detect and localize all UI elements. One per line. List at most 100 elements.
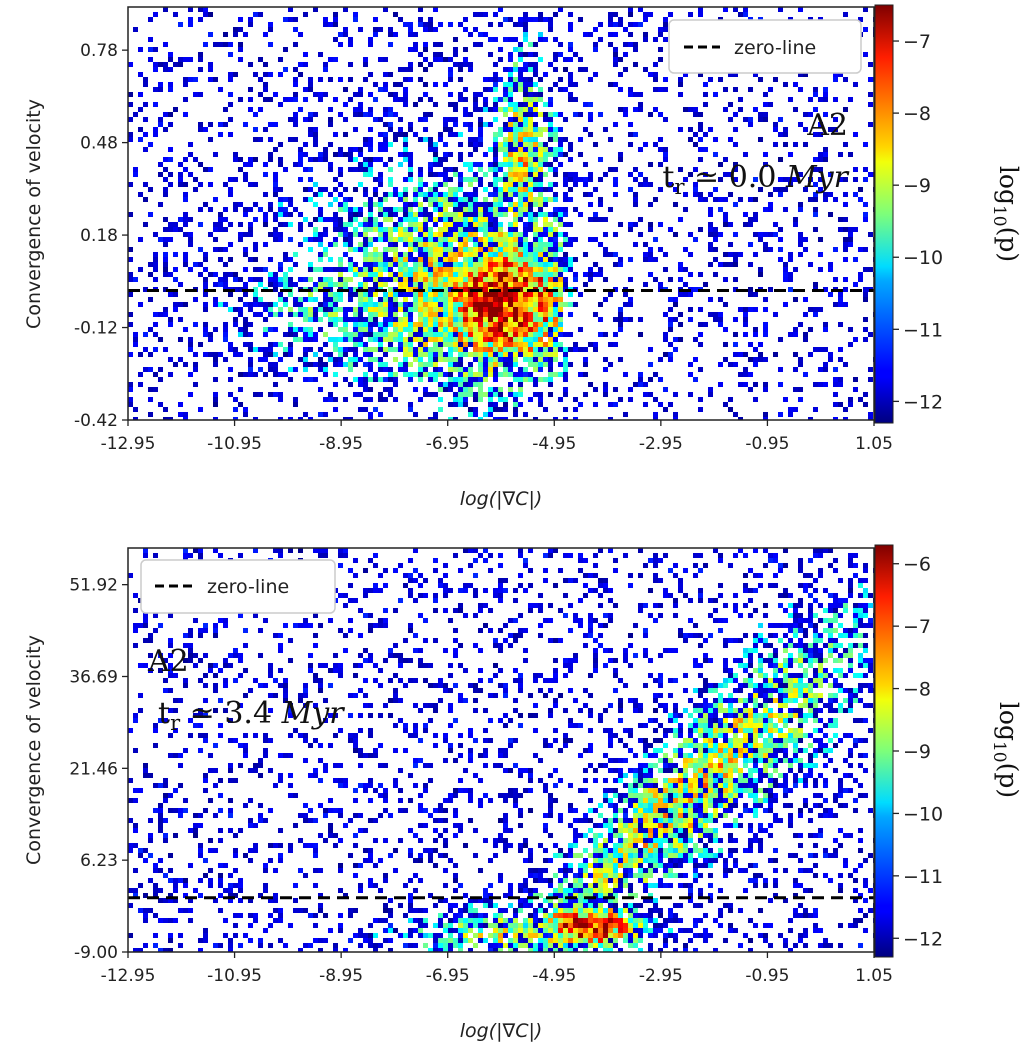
top-heatmap-cell (468, 342, 473, 347)
bot-heatmap-cell (708, 598, 713, 603)
bot-heatmap-cell (493, 593, 498, 598)
top-heatmap-cell (698, 192, 703, 197)
top-heatmap-cell (448, 367, 453, 372)
top-heatmap-cell (473, 42, 478, 47)
top-heatmap-cell (258, 207, 263, 212)
top-heatmap-cell (553, 227, 558, 232)
bot-heatmap-cell (513, 588, 518, 593)
top-heatmap-cell (723, 87, 728, 92)
top-heatmap-cell (848, 152, 853, 157)
bot-heatmap-cell (743, 588, 748, 593)
top-heatmap-cell (303, 377, 308, 382)
top-heatmap-cell (238, 297, 243, 302)
top-heatmap-cell (413, 332, 418, 337)
top-heatmap-cell (238, 352, 243, 357)
top-heatmap-cell (813, 282, 818, 287)
top-heatmap-cell (418, 347, 423, 352)
top-heatmap-cell (558, 42, 563, 47)
top-heatmap-cell (503, 287, 508, 292)
top-heatmap-cell (618, 322, 623, 327)
top-heatmap-cell (513, 47, 518, 52)
top-heatmap-cell (813, 347, 818, 352)
top-heatmap-cell (443, 57, 448, 62)
top-heatmap-cell (558, 7, 563, 12)
top-heatmap-cell (458, 337, 463, 342)
bot-heatmap-cell (498, 553, 503, 558)
top-heatmap-cell (483, 357, 488, 362)
top-heatmap-cell (283, 302, 288, 307)
top-heatmap-cell (483, 317, 488, 322)
top-heatmap-cell (558, 232, 563, 237)
top-heatmap-cell (548, 317, 553, 322)
top-heatmap-cell (523, 202, 528, 207)
top-heatmap-cell (518, 207, 523, 212)
top-heatmap-cell (633, 92, 638, 97)
top-heatmap-cell (223, 107, 228, 112)
top-heatmap-cell (423, 112, 428, 117)
top-heatmap-cell (608, 17, 613, 22)
top-heatmap-cell (428, 292, 433, 297)
top-heatmap-cell (848, 237, 853, 242)
top-heatmap-cell (478, 292, 483, 297)
top-heatmap-cell (468, 392, 473, 397)
top-heatmap-cell (778, 382, 783, 387)
top-heatmap-cell (498, 252, 503, 257)
top-heatmap-cell (578, 212, 583, 217)
top-heatmap-cell (503, 112, 508, 117)
bot-heatmap-cell (798, 648, 803, 653)
bot-heatmap-cell (598, 593, 603, 598)
top-heatmap-cell (833, 392, 838, 397)
top-heatmap-cell (428, 282, 433, 287)
top-heatmap-cell (458, 202, 463, 207)
top-heatmap-cell (548, 302, 553, 307)
top-heatmap-cell (523, 152, 528, 157)
top-heatmap-cell (213, 397, 218, 402)
bot-heatmap-cell (298, 623, 303, 628)
top-heatmap-cell (773, 232, 778, 237)
top-heatmap-cell (638, 147, 643, 152)
top-heatmap-cell (428, 257, 433, 262)
bot-heatmap-cell (443, 648, 448, 653)
top-heatmap-cell (538, 32, 543, 37)
top-heatmap-cell (828, 192, 833, 197)
top-heatmap-cell (363, 317, 368, 322)
top-heatmap-cell (688, 137, 693, 142)
top-heatmap-cell (128, 292, 133, 297)
top-heatmap-cell (518, 17, 523, 22)
top-heatmap-cell (608, 137, 613, 142)
top-heatmap-cell (228, 342, 233, 347)
top-heatmap-cell (568, 157, 573, 162)
top-heatmap-cell (288, 417, 293, 420)
top-heatmap-cell (448, 117, 453, 122)
top-heatmap-cell (463, 292, 468, 297)
top-heatmap-cell (488, 357, 493, 362)
top-heatmap-cell (448, 302, 453, 307)
top-heatmap-cell (698, 112, 703, 117)
top-heatmap-cell (798, 7, 803, 12)
top-heatmap-cell (633, 22, 638, 27)
top-heatmap-cell (573, 97, 578, 102)
top-heatmap-cell (568, 92, 573, 97)
top-heatmap-cell (653, 412, 658, 417)
top-heatmap-cell (378, 362, 383, 367)
top-heatmap-cell (313, 142, 318, 147)
top-heatmap-cell (528, 252, 533, 257)
top-heatmap-cell (563, 207, 568, 212)
top-heatmap-cell (383, 317, 388, 322)
top-heatmap-cell (238, 47, 243, 52)
top-heatmap-cell (468, 372, 473, 377)
top-heatmap-cell (388, 302, 393, 307)
top-heatmap-cell (833, 197, 838, 202)
top-heatmap-cell (213, 327, 218, 332)
top-heatmap-cell (478, 277, 483, 282)
top-heatmap-cell (498, 357, 503, 362)
bot-heatmap-cell (413, 548, 418, 553)
top-heatmap-cell (393, 272, 398, 277)
top-heatmap-cell (418, 377, 423, 382)
top-heatmap-cell (508, 142, 513, 147)
top-heatmap-cell (368, 352, 373, 357)
top-heatmap-cell (768, 102, 773, 107)
top-heatmap-cell (563, 182, 568, 187)
top-heatmap-cell (698, 272, 703, 277)
bot-heatmap-cell (493, 638, 498, 643)
